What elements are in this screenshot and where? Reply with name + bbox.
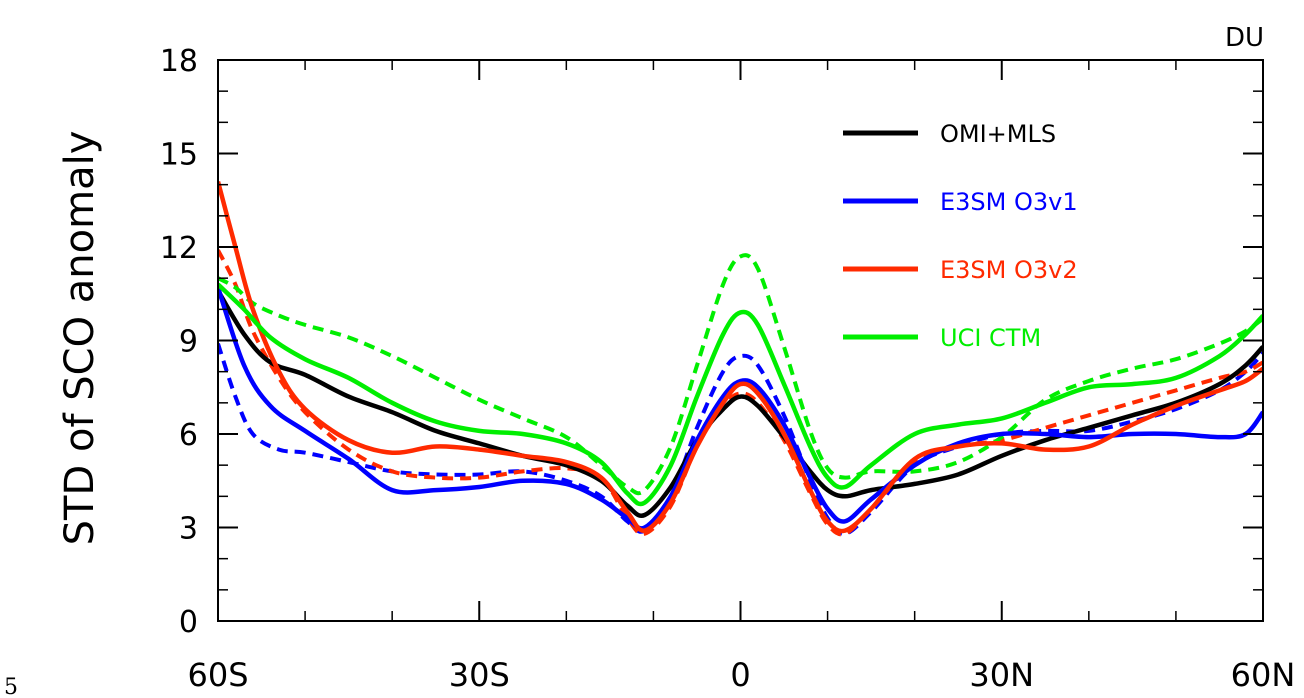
y-tick-label: 3: [179, 512, 198, 547]
axis-ticks: 0 3 6 9 12 15 18 60S 30S 0 30N 60N: [160, 44, 1296, 694]
series-line-omi-mls: [218, 289, 1263, 518]
y-tick-label: 15: [160, 138, 198, 173]
y-tick-label: 0: [179, 605, 198, 640]
plot-frame: [217, 59, 1264, 622]
page-number: 5: [4, 675, 18, 698]
legend-label: E3SM O3v1: [940, 188, 1078, 216]
x-tick-label: 60S: [187, 656, 248, 694]
legend-label: OMI+MLS: [940, 120, 1056, 148]
series-line-dashed-4: [218, 342, 1263, 536]
y-tick-label: 9: [179, 325, 198, 360]
legend-label: UCI CTM: [940, 324, 1041, 352]
y-tick-label: 18: [160, 44, 198, 79]
x-tick-label: 60N: [1231, 656, 1296, 694]
plot-lines: [218, 181, 1263, 537]
series-line-e3sm-o3v2: [218, 181, 1263, 534]
series-line-uci-ctm: [218, 282, 1263, 507]
y-tick-label: 6: [179, 418, 198, 453]
y-tick-label: 12: [160, 231, 198, 266]
x-tick-label: 30N: [969, 656, 1034, 694]
x-tick-label: 30S: [449, 656, 510, 694]
unit-label: DU: [1225, 23, 1264, 53]
legend: OMI+MLS E3SM O3v1 E3SM O3v2 UCI CTM: [843, 120, 1078, 352]
series-line-dashed-5: [218, 249, 1263, 537]
x-tick-label: 0: [730, 656, 750, 694]
legend-label: E3SM O3v2: [940, 256, 1078, 284]
series-line-dashed-6: [218, 253, 1263, 496]
series-line-e3sm-o3v1: [218, 286, 1263, 531]
y-axis-title: STD of SCO anomaly: [57, 131, 103, 546]
